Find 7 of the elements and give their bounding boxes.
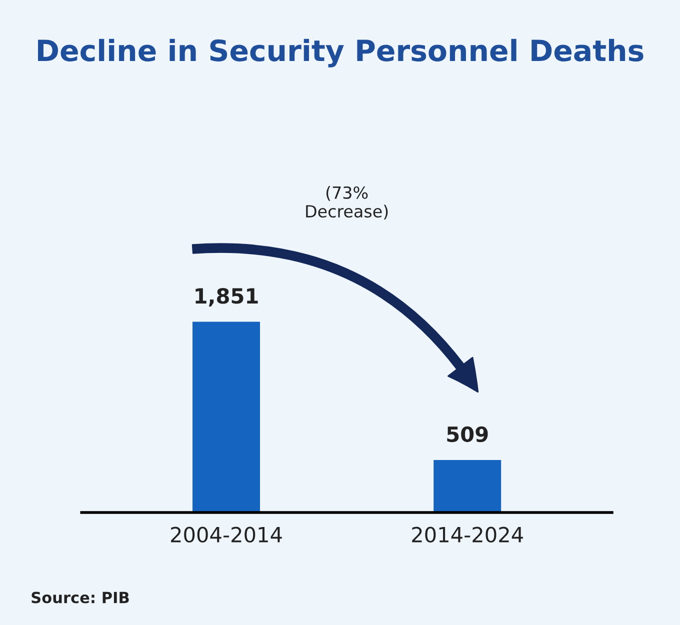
source-note: Source: PIB	[32, 592, 129, 604]
text: (73% Decrease)	[306, 186, 388, 220]
x-tick-label: 2014-2024	[412, 526, 523, 543]
x-tick-label: 2004-2014	[171, 526, 282, 543]
chart-title: Decline in Security Personnel Deaths	[38, 38, 644, 68]
data-label: 509	[447, 426, 488, 442]
data-label: 1,851	[196, 288, 258, 306]
